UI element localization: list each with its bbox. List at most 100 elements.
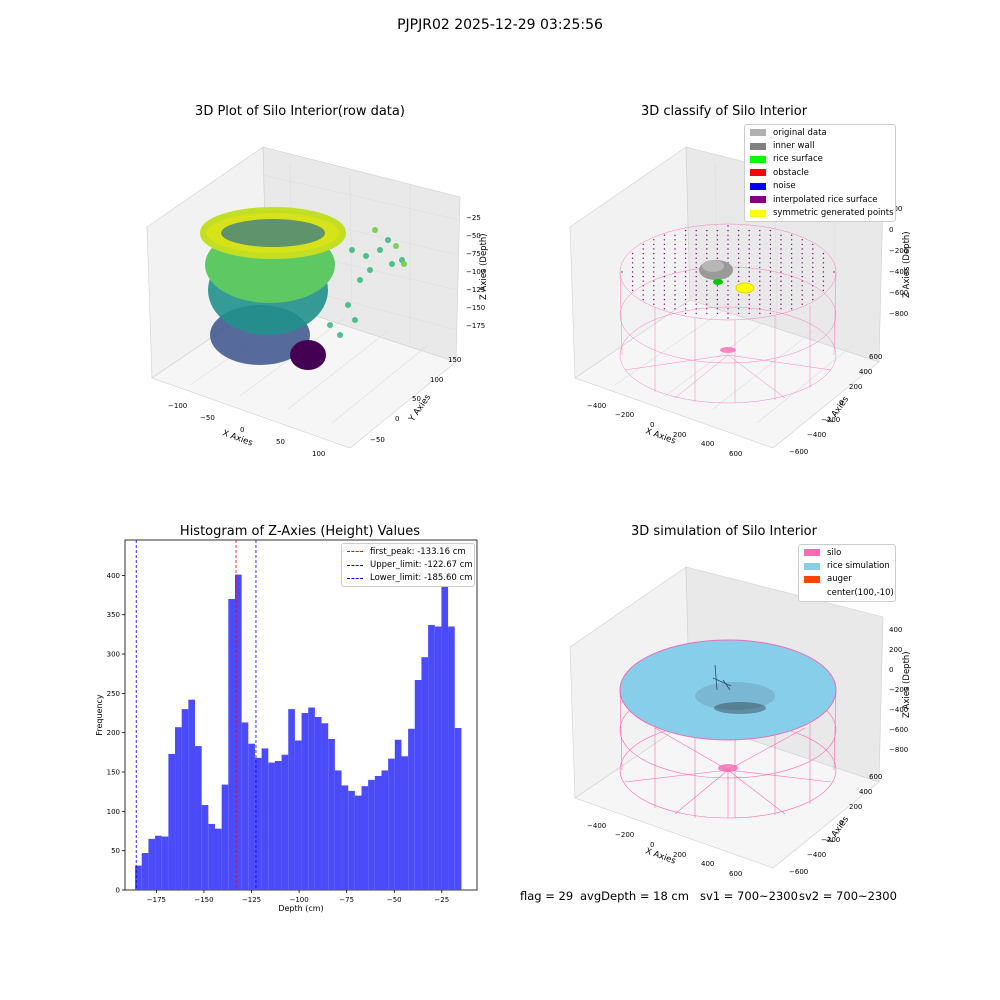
histogram-x-tick-label: −150 (194, 896, 213, 904)
raw-x-tick: 50 (276, 438, 285, 446)
surface-point (642, 248, 644, 250)
surface-point (716, 294, 719, 296)
surface-point (695, 294, 697, 296)
histogram-x-label: Depth (cm) (278, 904, 323, 913)
surface-point (812, 248, 814, 250)
sim-x-label: X Axies (644, 846, 677, 866)
surface-point (706, 252, 708, 255)
surface-point (684, 280, 687, 282)
histogram-bar (341, 785, 349, 890)
surface-point (833, 271, 835, 273)
surface-point (769, 298, 772, 301)
classify-symmetric-points (735, 282, 755, 294)
surface-point (674, 298, 676, 301)
legend-entry: symmetric generated points (745, 206, 895, 219)
surface-point (631, 271, 634, 273)
legend-label: noise (773, 181, 796, 192)
classify-y-ticks: −600 −400 −200 0 200 400 600 (789, 353, 882, 456)
surface-point (642, 298, 644, 301)
surface-point (716, 308, 719, 310)
sim-x-tick: 600 (729, 870, 742, 878)
surface-point (780, 271, 782, 273)
surface-point (631, 262, 634, 264)
legend-line-swatch (347, 577, 363, 579)
surface-point (684, 312, 687, 315)
surface-point (674, 308, 676, 310)
footer-avg-depth: avgDepth = 18 cm (580, 889, 689, 903)
surface-point (737, 303, 740, 305)
legend-color-swatch (750, 209, 766, 217)
legend-label: center(100,-10) (827, 587, 894, 598)
surface-point (812, 262, 814, 264)
surface-point (780, 262, 782, 264)
surface-point (748, 275, 750, 278)
surface-point (684, 248, 687, 250)
surface-point (674, 266, 676, 269)
surface-point (663, 234, 666, 236)
legend-label: rice surface (773, 154, 823, 165)
surface-point (769, 266, 772, 269)
surface-point (642, 294, 644, 296)
histogram-y-ticks: 0 50 100 150 200 250 300 350 400 (107, 572, 125, 895)
histogram-bar (334, 770, 342, 890)
surface-point (642, 243, 644, 246)
surface-point (706, 312, 708, 315)
surface-point (663, 266, 666, 269)
histogram-bar (434, 626, 442, 890)
surface-point (790, 275, 793, 278)
histogram-bar (288, 709, 295, 890)
surface-point (684, 303, 687, 305)
surface-point (663, 280, 666, 282)
surface-point (706, 248, 708, 250)
surface-point (780, 285, 782, 287)
histogram-chart: −175 −150 −125 −100 −75 −50 −25 0 50 100 150 200 25… (95, 539, 478, 913)
raw-x-tick: 0 (240, 426, 244, 434)
surface-point (790, 234, 793, 236)
histogram-bar (321, 723, 329, 890)
legend-entry: silo (799, 546, 895, 559)
surface-point (780, 294, 782, 296)
surface-point (695, 266, 697, 269)
surface-point (759, 308, 761, 310)
surface-point (727, 308, 729, 310)
surface-point (812, 289, 814, 292)
surface-point (780, 252, 782, 255)
sim-3d-plot: −400 −200 0 200 400 600 −600 −400 −200 0… (569, 566, 912, 878)
surface-point (780, 289, 782, 292)
sim-y-tick: 200 (849, 803, 862, 811)
surface-point (737, 257, 740, 259)
raw-y-tick: 0 (395, 415, 399, 423)
classify-inner-wall-cluster (699, 260, 733, 280)
classify-rice-surface-points (713, 279, 723, 285)
surface-point (759, 294, 761, 296)
surface-point (727, 239, 729, 241)
surface-point (653, 243, 655, 246)
surface-point (695, 234, 697, 236)
legend-color-swatch (750, 142, 766, 150)
surface-point (695, 298, 697, 301)
surface-point (780, 275, 782, 278)
surface-point (706, 257, 708, 259)
histogram-bar (201, 805, 209, 890)
surface-point (822, 266, 825, 269)
surface-point (706, 308, 708, 310)
surface-point (737, 234, 740, 236)
surface-point (706, 243, 708, 246)
histogram-y-tick-label: 350 (107, 611, 120, 619)
surface-point (684, 294, 687, 296)
surface-point (663, 308, 666, 310)
surface-point (822, 252, 825, 255)
legend-entry: center(100,-10) (799, 586, 895, 599)
surface-point (737, 266, 740, 269)
histogram-bar (188, 699, 196, 890)
sim-y-tick: 400 (859, 788, 872, 796)
surface-point (769, 303, 772, 305)
classify-x-ticks: −400 −200 0 200 400 600 (587, 402, 742, 458)
surface-point (748, 252, 750, 255)
classify-y-tick: −200 (821, 416, 840, 424)
surface-point (769, 243, 772, 246)
surface-point (716, 252, 719, 255)
surface-point (674, 257, 676, 259)
surface-point (737, 243, 740, 246)
legend-color-swatch (750, 129, 766, 137)
